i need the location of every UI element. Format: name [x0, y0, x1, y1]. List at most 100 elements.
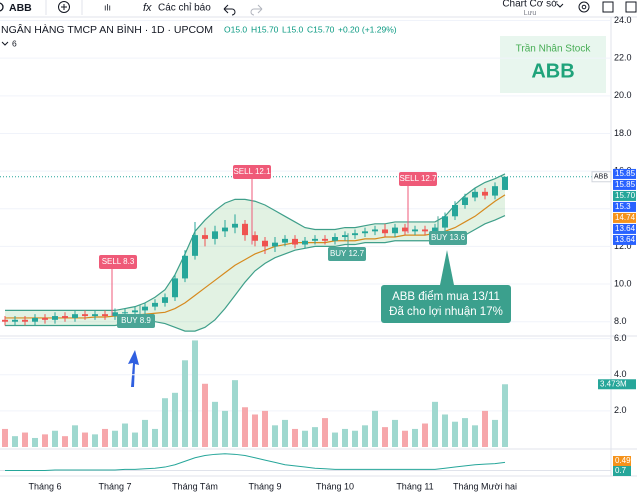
layout-name[interactable]: Chart Cơ sở	[502, 0, 558, 10]
volume-bar	[322, 418, 328, 447]
layout-menu[interactable]	[556, 3, 564, 8]
signal-box	[99, 255, 137, 269]
fullscreen-button[interactable]	[602, 1, 614, 13]
toolbar	[0, 0, 637, 17]
candle-body	[322, 238, 328, 241]
candle-body	[482, 191, 488, 196]
volume-bar	[292, 428, 298, 447]
volume-bar	[312, 427, 318, 447]
candle-body	[52, 316, 58, 320]
volume-bar	[442, 414, 448, 447]
signal-box	[117, 314, 155, 328]
y-tick-label: 12.0	[614, 241, 632, 251]
volume-bar	[172, 392, 178, 447]
candle-body	[272, 242, 278, 247]
snapshot-button[interactable]	[625, 1, 637, 13]
interval-button[interactable]: ılı	[104, 2, 111, 12]
volume-bar	[482, 410, 488, 447]
candle-body	[492, 186, 498, 196]
y-tick-label: 18.0	[614, 128, 632, 138]
candle-body	[282, 238, 288, 243]
candle-body	[462, 197, 468, 205]
callout-text: Đã cho lợi nhuận 17%	[389, 306, 503, 318]
settings-button[interactable]	[578, 1, 590, 13]
candle-body	[402, 227, 408, 232]
save-label[interactable]: Lưu	[524, 10, 537, 17]
plot-layer: 8.010.012.014.016.018.020.022.024.02.04.…	[0, 15, 636, 491]
candle-body	[242, 223, 248, 236]
y-tick-label: 10.0	[614, 278, 632, 288]
candle-body	[222, 227, 228, 232]
volume-bar	[192, 340, 198, 447]
volume-bar	[102, 428, 108, 447]
hidden-indicator-count[interactable]: 6	[12, 38, 17, 48]
volume-bar	[182, 360, 188, 447]
price-badge-label: 13.64	[615, 235, 636, 244]
watermark-author: Trần Nhân Stock	[516, 43, 592, 55]
x-tick-label: Tháng 7	[98, 481, 131, 491]
undo-button[interactable]	[223, 4, 236, 16]
candle-body	[352, 233, 358, 236]
candle-body	[2, 319, 8, 322]
candle-body	[292, 238, 298, 245]
price-badge	[613, 223, 636, 234]
candle-body	[112, 312, 118, 317]
volume-bar	[242, 407, 248, 447]
redo-button[interactable]	[250, 4, 263, 16]
indicators-toggle[interactable]	[1, 41, 9, 46]
volume-bar	[342, 428, 348, 447]
candle-body	[142, 306, 148, 311]
compare-button[interactable]	[58, 1, 70, 13]
indicators-icon[interactable]: fx	[143, 2, 152, 14]
volume-bar	[352, 430, 358, 447]
volume-bar	[392, 419, 398, 447]
candle-body	[22, 319, 28, 322]
volume-tick-label: 4.0	[614, 369, 627, 379]
volume-tick-label: 2.0	[614, 405, 627, 415]
oscillator-badge	[613, 456, 631, 466]
overlay-line	[5, 173, 506, 312]
volume-bar	[152, 428, 158, 447]
volume-bar	[412, 428, 418, 447]
price-badge	[613, 234, 636, 245]
y-tick-label: 20.0	[614, 90, 632, 100]
symbol-search[interactable]: ABB	[9, 2, 32, 14]
volume-bar	[332, 432, 338, 447]
legend-low: L15.0	[282, 24, 304, 34]
candle-body	[252, 235, 258, 241]
volume-bar	[422, 423, 428, 447]
candle-body	[202, 235, 208, 239]
volume-bar	[212, 401, 218, 447]
price-badge-label: 15.3	[615, 202, 631, 211]
candle-body	[212, 231, 218, 239]
volume-bar	[222, 410, 228, 447]
volume-bar	[452, 421, 458, 447]
volume-bar	[112, 430, 118, 447]
volume-bar	[382, 427, 388, 447]
volume-bar	[2, 428, 8, 447]
signal-box	[328, 247, 366, 261]
candle-body	[442, 216, 448, 228]
volume-bar	[462, 418, 468, 447]
candle-body	[192, 235, 198, 256]
price-badge-label: 15.85	[615, 180, 636, 189]
price-badge	[613, 190, 636, 201]
series-title: NGÂN HÀNG TMCP AN BÌNH · 1D · UPCOM	[1, 23, 213, 36]
band-fill	[5, 173, 505, 332]
volume-bar	[42, 434, 48, 447]
x-tick-label: Tháng 10	[316, 481, 354, 491]
candle-body	[262, 240, 268, 247]
volume-bar	[162, 398, 168, 447]
callout-box	[381, 285, 511, 323]
search-icon[interactable]	[0, 2, 4, 12]
candle-body	[412, 229, 418, 232]
candle-body	[382, 229, 388, 234]
volume-bar	[232, 380, 238, 447]
x-tick-label: Tháng Mười hai	[453, 481, 517, 491]
volume-bar	[142, 419, 148, 447]
volume-bar	[282, 419, 288, 447]
legend-open: O15.0	[224, 24, 247, 34]
volume-bar	[492, 419, 498, 447]
indicators-button[interactable]: Các chỉ báo	[158, 2, 211, 14]
